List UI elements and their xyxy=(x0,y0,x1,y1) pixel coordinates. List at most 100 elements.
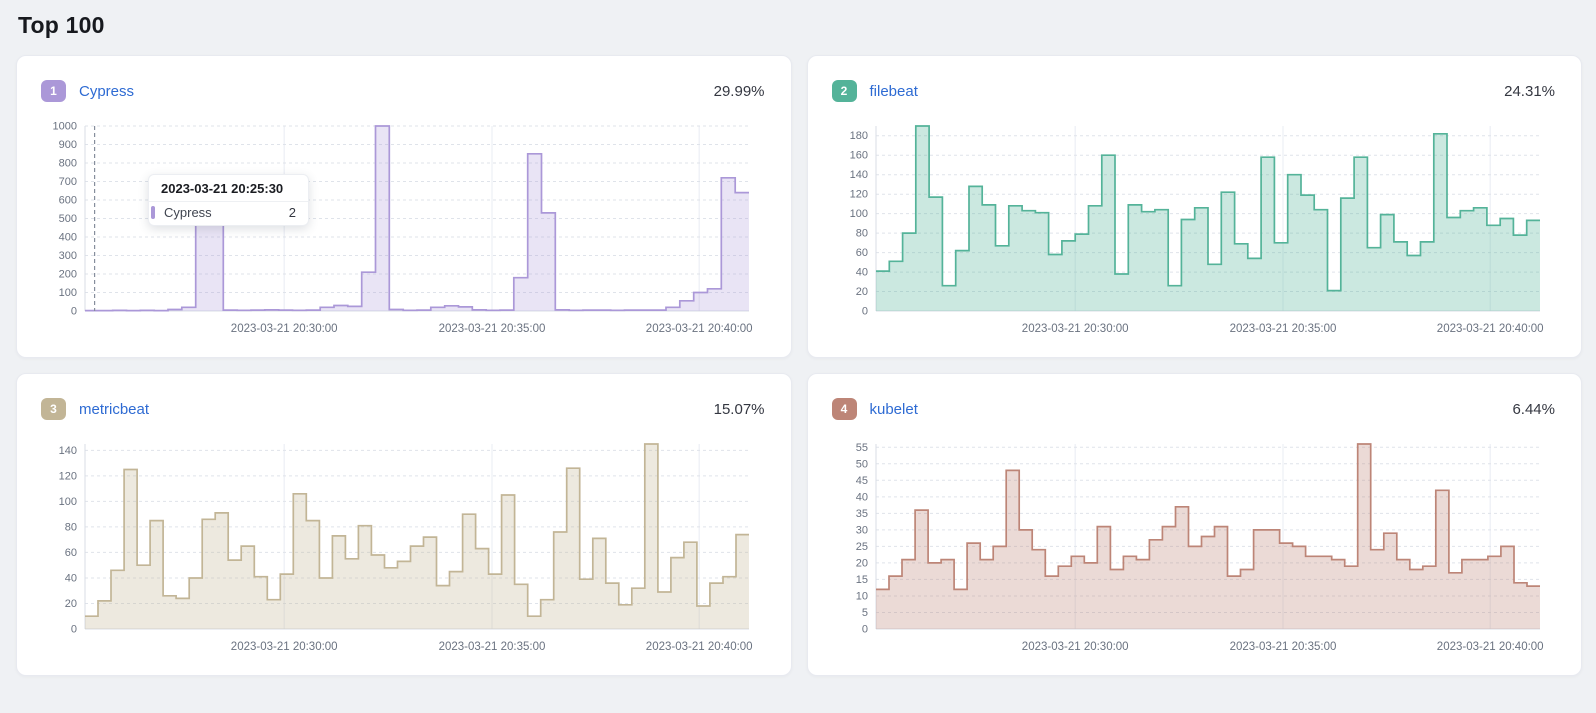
y-tick-label: 30 xyxy=(855,524,867,536)
rank-badge: 1 xyxy=(41,80,66,102)
y-tick-label: 300 xyxy=(59,250,77,262)
y-tick-label: 0 xyxy=(861,306,867,318)
y-tick-label: 80 xyxy=(855,228,867,240)
y-tick-label: 45 xyxy=(855,475,867,487)
x-axis-labels: 2023-03-21 20:30:00 2023-03-21 20:35:00 20… xyxy=(231,641,753,653)
percent-value: 29.99% xyxy=(713,82,765,100)
y-tick-label: 25 xyxy=(855,541,867,553)
series-color-swatch xyxy=(151,206,155,219)
panel-header: 2 filebeat 24.31% xyxy=(831,80,1555,102)
y-axis-labels: 0 100 200 300 400 500 600 700 800 900 1000 xyxy=(53,121,77,318)
y-tick-label: 160 xyxy=(849,150,867,162)
area-series-fill xyxy=(85,444,749,629)
metric-panel-filebeat: 2 filebeat 24.31% 0 20 40 60 80 100 120 140 160 1… xyxy=(806,55,1582,358)
y-tick-label: 5 xyxy=(861,607,867,619)
rank-badge: 4 xyxy=(831,398,857,420)
y-tick-label: 40 xyxy=(855,491,867,503)
y-tick-label: 180 xyxy=(849,130,867,142)
x-tick-label: 2023-03-21 20:35:00 xyxy=(1229,641,1336,653)
area-series-line xyxy=(875,443,1540,591)
percent-value: 24.31% xyxy=(1504,82,1555,100)
y-tick-label: 400 xyxy=(59,232,77,244)
x-tick-label: 2023-03-21 20:30:00 xyxy=(231,323,338,335)
panels-grid: 1 Cypress 29.99% 0 100 200 300 400 500 600 700 8… xyxy=(16,55,1582,676)
chart[interactable]: 0 5 10 15 20 25 30 35 40 45 50 55 2023-03-21 20:30:0… xyxy=(832,438,1556,657)
x-tick-label: 2023-03-21 20:40:00 xyxy=(1436,323,1543,335)
chart[interactable]: 0 20 40 60 80 100 120 140 160 180 2023-03-21 20:30… xyxy=(832,120,1556,339)
x-axis-labels: 2023-03-21 20:30:00 2023-03-21 20:35:00 20… xyxy=(231,323,753,335)
rank-badge: 2 xyxy=(831,80,857,102)
panel-header: 3 metricbeat 15.07% xyxy=(41,398,765,420)
y-tick-label: 35 xyxy=(855,508,867,520)
chart-tooltip: 2023-03-21 20:25:30 Cypress 2 xyxy=(148,174,309,226)
tooltip-series-name: Cypress xyxy=(164,205,212,220)
x-tick-label: 2023-03-21 20:30:00 xyxy=(231,641,338,653)
y-tick-label: 10 xyxy=(855,591,867,603)
x-tick-label: 2023-03-21 20:35:00 xyxy=(1229,323,1336,335)
area-series-line xyxy=(85,443,749,618)
y-tick-label: 700 xyxy=(59,176,77,188)
area-chart-canvas: 0 100 200 300 400 500 600 700 800 900 1000 2023-03-… xyxy=(53,121,753,336)
y-tick-label: 200 xyxy=(59,269,77,281)
x-axis-labels: 2023-03-21 20:30:00 2023-03-21 20:35:00 20… xyxy=(1021,641,1543,653)
y-tick-label: 55 xyxy=(855,442,867,454)
y-tick-label: 40 xyxy=(65,573,77,585)
y-tick-label: 40 xyxy=(855,267,867,279)
y-tick-label: 0 xyxy=(71,624,77,636)
x-tick-label: 2023-03-21 20:40:00 xyxy=(646,323,753,335)
x-tick-label: 2023-03-21 20:35:00 xyxy=(439,323,546,335)
y-tick-label: 800 xyxy=(59,158,77,170)
rank-badge: 3 xyxy=(41,398,66,420)
series-link[interactable]: kubelet xyxy=(869,400,918,418)
y-tick-label: 80 xyxy=(65,521,77,533)
metric-panel-kubelet: 4 kubelet 6.44% 0 5 10 15 20 25 30 35 40 45 50 55 20… xyxy=(806,373,1582,676)
y-tick-label: 0 xyxy=(71,306,77,318)
area-chart-canvas: 0 20 40 60 80 100 120 140 160 180 2023-03-21 20:30… xyxy=(849,125,1543,335)
y-tick-label: 60 xyxy=(855,247,867,259)
y-axis-labels: 0 20 40 60 80 100 120 140 xyxy=(59,445,77,636)
y-tick-label: 600 xyxy=(59,195,77,207)
x-tick-label: 2023-03-21 20:30:00 xyxy=(1021,323,1128,335)
y-tick-label: 20 xyxy=(65,598,77,610)
y-tick-label: 1000 xyxy=(53,121,77,133)
tooltip-series-row: Cypress 2 xyxy=(149,202,308,225)
chart[interactable]: 0 100 200 300 400 500 600 700 800 900 1000 2023-03-… xyxy=(41,120,765,339)
y-tick-label: 100 xyxy=(849,208,867,220)
y-tick-label: 900 xyxy=(59,139,77,151)
y-tick-label: 140 xyxy=(59,445,77,457)
y-axis-labels: 0 5 10 15 20 25 30 35 40 45 50 55 xyxy=(855,442,867,636)
y-tick-label: 60 xyxy=(65,547,77,559)
x-axis-labels: 2023-03-21 20:30:00 2023-03-21 20:35:00 20… xyxy=(1021,323,1543,335)
y-tick-label: 140 xyxy=(849,169,867,181)
metric-panel-cypress: 1 Cypress 29.99% 0 100 200 300 400 500 600 700 8… xyxy=(16,55,792,358)
x-tick-label: 2023-03-21 20:40:00 xyxy=(1436,641,1543,653)
area-chart-canvas: 0 5 10 15 20 25 30 35 40 45 50 55 2023-03-21 20:30:0… xyxy=(855,442,1543,653)
y-tick-label: 15 xyxy=(855,574,867,586)
series-link[interactable]: Cypress xyxy=(79,82,135,100)
y-tick-label: 120 xyxy=(59,470,77,482)
series-link[interactable]: filebeat xyxy=(869,82,918,100)
y-tick-label: 120 xyxy=(849,189,867,201)
series-link[interactable]: metricbeat xyxy=(79,400,150,418)
area-series-line xyxy=(875,125,1540,292)
x-tick-label: 2023-03-21 20:40:00 xyxy=(646,641,753,653)
y-tick-label: 100 xyxy=(59,287,77,299)
x-tick-label: 2023-03-21 20:35:00 xyxy=(439,641,546,653)
x-tick-label: 2023-03-21 20:30:00 xyxy=(1021,641,1128,653)
y-tick-label: 100 xyxy=(59,496,77,508)
y-tick-label: 500 xyxy=(59,213,77,225)
y-tick-label: 20 xyxy=(855,286,867,298)
tooltip-time: 2023-03-21 20:25:30 xyxy=(149,175,308,202)
panel-header: 4 kubelet 6.44% xyxy=(831,398,1555,420)
y-tick-label: 20 xyxy=(855,557,867,569)
chart[interactable]: 0 20 40 60 80 100 120 140 2023-03-21 20:30:00 202… xyxy=(41,438,765,657)
y-tick-label: 50 xyxy=(855,458,867,470)
y-tick-label: 0 xyxy=(861,624,867,636)
tooltip-series-value: 2 xyxy=(288,205,296,220)
percent-value: 15.07% xyxy=(713,400,765,418)
y-axis-labels: 0 20 40 60 80 100 120 140 160 180 xyxy=(849,130,867,317)
page-title: Top 100 xyxy=(18,12,105,38)
metric-panel-metricbeat: 3 metricbeat 15.07% 0 20 40 60 80 100 120 140 20… xyxy=(16,373,792,676)
